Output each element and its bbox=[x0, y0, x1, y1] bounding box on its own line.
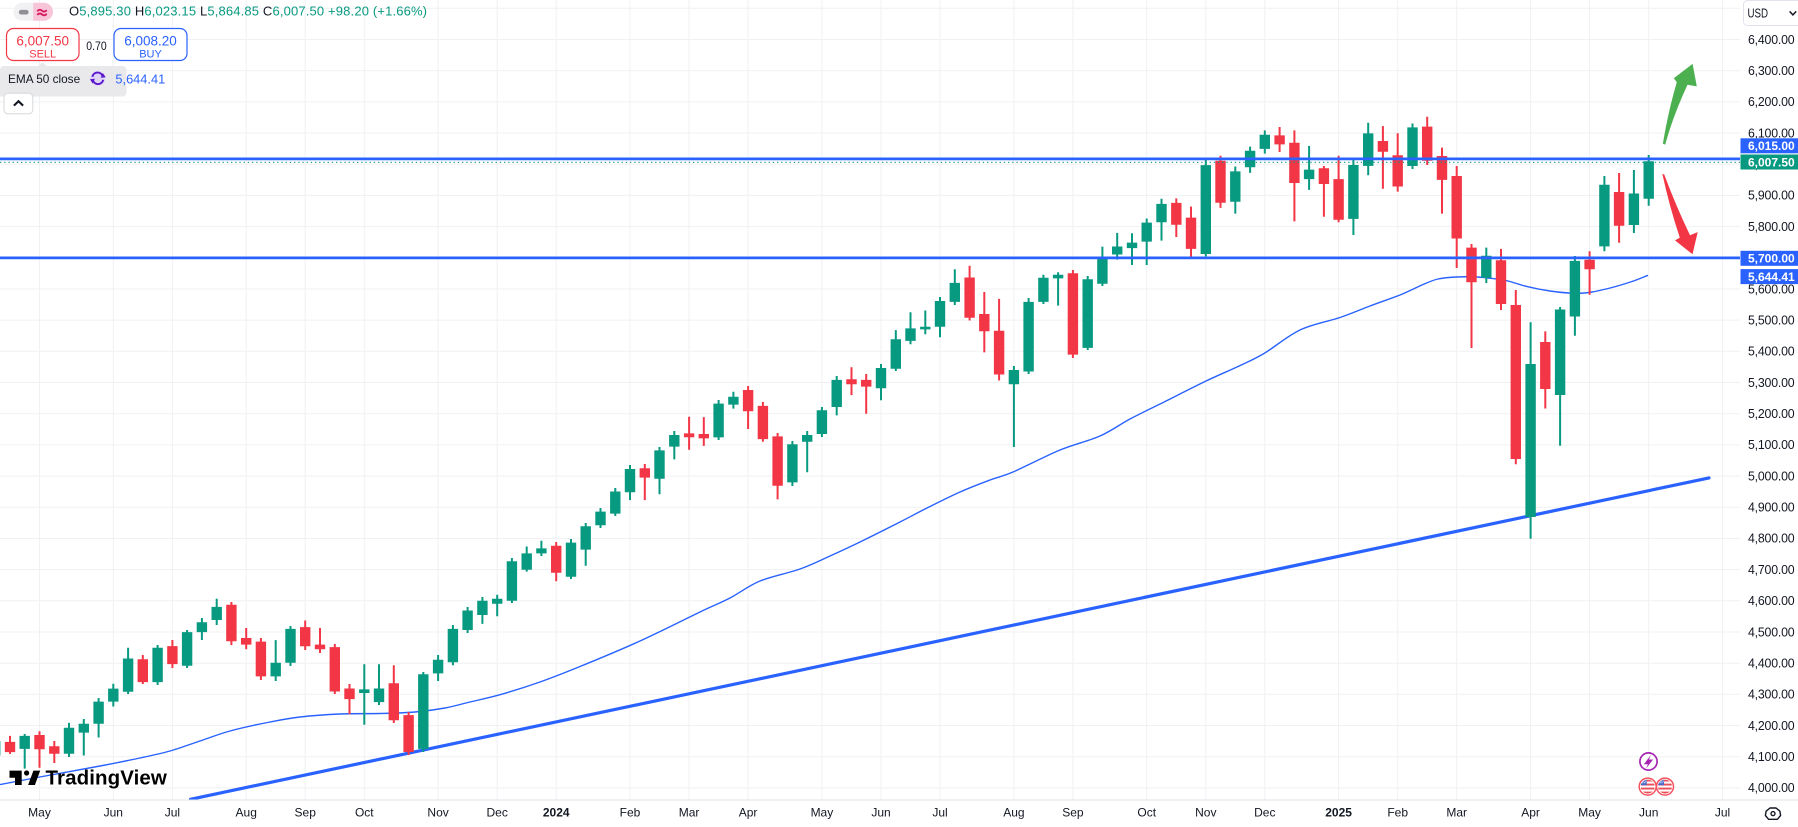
svg-text:Aug: Aug bbox=[1003, 806, 1024, 820]
svg-text:5,000.00: 5,000.00 bbox=[1748, 469, 1795, 483]
svg-text:5,300.00: 5,300.00 bbox=[1748, 376, 1795, 390]
svg-text:4,700.00: 4,700.00 bbox=[1748, 563, 1795, 577]
svg-text:5,700.00: 5,700.00 bbox=[1748, 252, 1795, 266]
svg-text:6,015.00: 6,015.00 bbox=[1748, 139, 1795, 153]
svg-text:4,400.00: 4,400.00 bbox=[1748, 657, 1795, 671]
svg-text:TradingView: TradingView bbox=[46, 767, 167, 790]
svg-text:6,007.50: 6,007.50 bbox=[16, 34, 69, 49]
svg-text:Sep: Sep bbox=[295, 806, 317, 820]
svg-text:6,400.00: 6,400.00 bbox=[1748, 33, 1795, 47]
svg-text:2025: 2025 bbox=[1325, 806, 1352, 820]
svg-text:Nov: Nov bbox=[1195, 806, 1216, 820]
svg-text:5,500.00: 5,500.00 bbox=[1748, 313, 1795, 327]
svg-text:4,500.00: 4,500.00 bbox=[1748, 625, 1795, 639]
svg-text:Mar: Mar bbox=[1446, 806, 1467, 820]
svg-text:Aug: Aug bbox=[236, 806, 257, 820]
svg-text:Jul: Jul bbox=[1715, 806, 1730, 820]
svg-text:Jun: Jun bbox=[1639, 806, 1658, 820]
svg-text:2024: 2024 bbox=[543, 806, 570, 820]
svg-text:5,644.41: 5,644.41 bbox=[115, 71, 165, 86]
svg-text:4,300.00: 4,300.00 bbox=[1748, 688, 1795, 702]
svg-text:Nov: Nov bbox=[427, 806, 448, 820]
svg-text:Oct: Oct bbox=[355, 806, 374, 820]
svg-text:Dec: Dec bbox=[1254, 806, 1275, 820]
svg-text:May: May bbox=[1578, 806, 1601, 820]
svg-text:O5,895.30 H6,023.15 L5,864.85: O5,895.30 H6,023.15 L5,864.85 C6,007.50 … bbox=[69, 4, 427, 19]
svg-text:May: May bbox=[28, 806, 51, 820]
svg-text:5,100.00: 5,100.00 bbox=[1748, 438, 1795, 452]
svg-text:Apr: Apr bbox=[739, 806, 758, 820]
svg-text:6,007.50: 6,007.50 bbox=[1748, 155, 1795, 169]
svg-text:4,000.00: 4,000.00 bbox=[1748, 781, 1795, 795]
svg-text:0.70: 0.70 bbox=[86, 39, 107, 53]
svg-text:Sep: Sep bbox=[1062, 806, 1084, 820]
svg-text:SELL: SELL bbox=[29, 49, 56, 61]
svg-text:Feb: Feb bbox=[1387, 806, 1408, 820]
svg-text:Mar: Mar bbox=[679, 806, 700, 820]
svg-text:Dec: Dec bbox=[487, 806, 508, 820]
svg-text:6,008.20: 6,008.20 bbox=[124, 34, 177, 49]
svg-text:4,100.00: 4,100.00 bbox=[1748, 750, 1795, 764]
svg-text:Jul: Jul bbox=[165, 806, 180, 820]
svg-text:4,800.00: 4,800.00 bbox=[1748, 532, 1795, 546]
svg-text:6,300.00: 6,300.00 bbox=[1748, 64, 1795, 78]
svg-text:Jul: Jul bbox=[932, 806, 947, 820]
svg-text:Feb: Feb bbox=[620, 806, 641, 820]
svg-text:4,600.00: 4,600.00 bbox=[1748, 594, 1795, 608]
svg-text:5,600.00: 5,600.00 bbox=[1748, 282, 1795, 296]
svg-text:6,200.00: 6,200.00 bbox=[1748, 95, 1795, 109]
svg-text:5,900.00: 5,900.00 bbox=[1748, 189, 1795, 203]
svg-text:May: May bbox=[811, 806, 834, 820]
svg-text:Oct: Oct bbox=[1137, 806, 1156, 820]
svg-text:Jun: Jun bbox=[104, 806, 123, 820]
svg-text:BUY: BUY bbox=[139, 49, 162, 61]
svg-text:EMA 50 close: EMA 50 close bbox=[8, 72, 81, 86]
svg-text:Jun: Jun bbox=[871, 806, 890, 820]
svg-text:6,100.00: 6,100.00 bbox=[1748, 126, 1795, 140]
svg-text:5,800.00: 5,800.00 bbox=[1748, 220, 1795, 234]
svg-text:4,200.00: 4,200.00 bbox=[1748, 719, 1795, 733]
svg-text:USD: USD bbox=[1748, 6, 1769, 20]
svg-text:4,900.00: 4,900.00 bbox=[1748, 501, 1795, 515]
svg-text:Apr: Apr bbox=[1521, 806, 1540, 820]
svg-text:5,400.00: 5,400.00 bbox=[1748, 345, 1795, 359]
svg-text:5,644.41: 5,644.41 bbox=[1748, 270, 1795, 284]
svg-text:5,200.00: 5,200.00 bbox=[1748, 407, 1795, 421]
